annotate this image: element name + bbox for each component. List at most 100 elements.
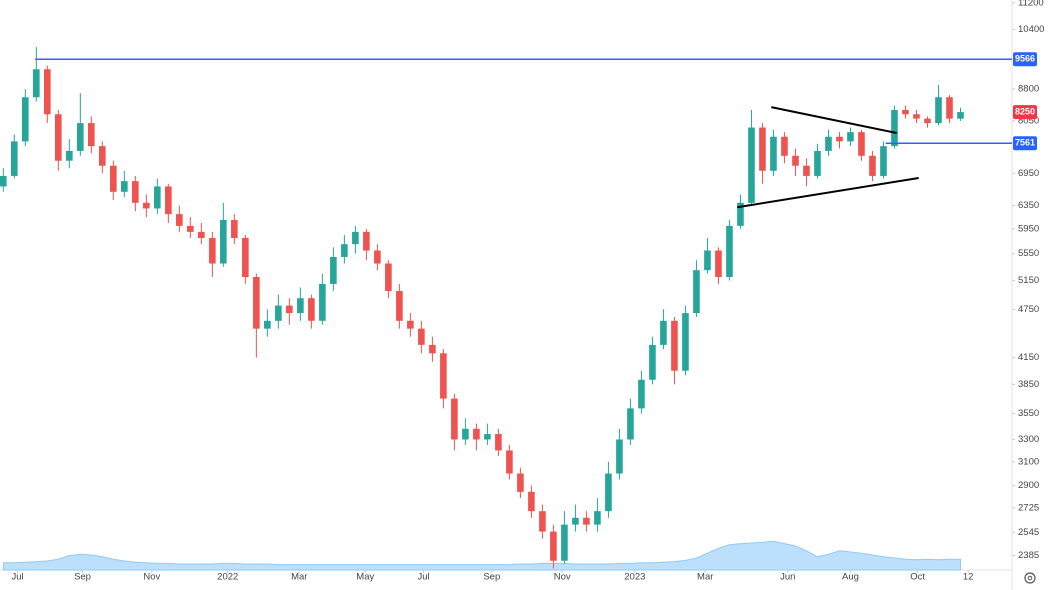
candle-body [341, 244, 348, 257]
price-label: 9566 [1015, 54, 1035, 64]
candle-body [935, 97, 942, 124]
candle-body [792, 155, 799, 166]
candle-body [473, 428, 480, 440]
settings-gear[interactable] [1024, 572, 1036, 584]
y-tick-label: 8050 [1018, 115, 1039, 126]
candle-body [605, 473, 612, 512]
candle-body [891, 109, 898, 147]
candle-body [132, 181, 139, 203]
y-tick-label: 2900 [1018, 480, 1039, 491]
candle-body [682, 313, 689, 371]
volume-area [2, 540, 961, 571]
x-tick-label: Mar [697, 572, 713, 583]
candle-body [44, 69, 51, 115]
last-price-label: 8250 [1015, 106, 1035, 116]
candle-body [440, 353, 447, 399]
x-tick-label: Jul [12, 572, 24, 583]
x-tick-label: 12 [963, 572, 974, 583]
plot-area [0, 46, 1012, 571]
candle-body [33, 69, 40, 98]
candle-body [143, 202, 150, 209]
candle-body [11, 141, 18, 176]
candle-body [209, 237, 216, 264]
candle-body [847, 132, 854, 142]
candle-body [418, 328, 425, 345]
candle-body [286, 305, 293, 314]
candle-body [176, 214, 183, 226]
x-tick-label: Oct [910, 572, 925, 583]
y-tick-label: 3100 [1018, 456, 1039, 467]
candle-body [242, 237, 249, 277]
candle-body [187, 225, 194, 232]
candle-body [814, 150, 821, 176]
y-tick-label: 3850 [1018, 379, 1039, 390]
x-tick-label: Jun [780, 572, 795, 583]
candle-body [77, 123, 84, 151]
candle-body [0, 175, 7, 187]
trendline [736, 177, 919, 209]
candle-body [858, 132, 865, 156]
price-label: 7561 [1015, 138, 1035, 148]
candle-body [275, 305, 282, 321]
candle-body [451, 398, 458, 440]
candle-body [462, 428, 469, 440]
y-tick-label: 3550 [1018, 408, 1039, 419]
x-tick-label: Sep [483, 572, 500, 583]
candle-body [627, 408, 634, 440]
y-tick-label: 2385 [1018, 550, 1039, 561]
candle-body [253, 276, 260, 329]
candle-body [572, 517, 579, 525]
candle-body [396, 291, 403, 321]
candle-body [506, 450, 513, 474]
trendline [771, 106, 897, 135]
candle-body [308, 298, 315, 321]
candle-body [748, 127, 755, 203]
candle-body [484, 434, 491, 440]
candle-body [165, 186, 172, 215]
y-tick-label: 3300 [1018, 434, 1039, 445]
x-tick-label: Jul [418, 572, 430, 583]
candle-body [517, 473, 524, 492]
x-tick-label: 2022 [217, 572, 238, 583]
candle-body [737, 202, 744, 226]
candle-body [363, 231, 370, 251]
candle-body [902, 109, 909, 115]
y-tick-label: 4750 [1018, 304, 1039, 315]
x-tick-label: Aug [842, 572, 859, 583]
candle-body [704, 250, 711, 271]
candle-body [121, 181, 128, 192]
candle-body [407, 320, 414, 329]
candle-body [957, 112, 964, 119]
candle-body [660, 320, 667, 345]
x-tick-label: 2023 [624, 572, 645, 583]
candle-body [495, 434, 502, 451]
candle-body [781, 136, 788, 156]
price-label-box [1013, 136, 1037, 151]
y-tick-label: 2725 [1018, 502, 1039, 513]
x-tick-label: Sep [74, 572, 91, 583]
last-price-box [1013, 105, 1037, 120]
candle-body [836, 136, 843, 142]
y-tick-label: 5950 [1018, 223, 1039, 234]
candle-body [429, 344, 436, 354]
candle-body [561, 524, 568, 561]
candle-body [231, 219, 238, 238]
settings-icon[interactable] [1024, 572, 1036, 584]
candle-body [264, 320, 271, 329]
candle-body [154, 186, 161, 209]
y-tick-label: 10400 [1018, 24, 1044, 35]
candle-body [869, 155, 876, 176]
candle-body [726, 225, 733, 277]
candle-body [220, 219, 227, 264]
y-tick-label: 6950 [1018, 168, 1039, 179]
settings-gear-center[interactable] [1027, 575, 1033, 581]
candle-body [825, 136, 832, 151]
candle-body [385, 263, 392, 292]
candle-body [55, 114, 62, 161]
x-tick-label: May [356, 572, 374, 583]
candle-body [803, 165, 810, 176]
candle-body [880, 146, 887, 176]
candle-body [583, 517, 590, 525]
candle-body [946, 97, 953, 119]
